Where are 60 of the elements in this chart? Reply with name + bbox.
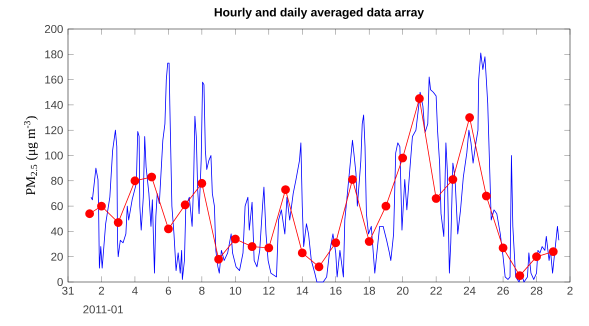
point (331, 238, 340, 248)
point (515, 271, 524, 280)
y-tick-label: 180 (45, 50, 63, 58)
y-tick-label: 80 (51, 176, 63, 185)
point (164, 224, 173, 234)
point (85, 209, 94, 218)
x-tick-label: 18 (364, 286, 376, 295)
x-tick-label: 31 (62, 286, 74, 295)
point (147, 172, 156, 182)
text: 2011-01 (83, 305, 123, 314)
point (415, 94, 424, 103)
point (298, 248, 307, 258)
y-tick-label: 60 (51, 202, 63, 210)
point (130, 176, 140, 186)
x-tick-label: 8 (199, 286, 205, 295)
x-tick-label: 14 (296, 286, 308, 295)
point (180, 200, 190, 210)
x-tick-label: 20 (396, 286, 409, 295)
point (432, 194, 441, 203)
x-tick-label: 22 (430, 286, 442, 295)
point (448, 175, 458, 184)
point (465, 113, 474, 122)
x-tick-label: 2 (98, 286, 104, 295)
y-tick-label: 0 (57, 278, 63, 286)
y-tick-label: 200 (44, 25, 63, 34)
x-tick-label: 16 (330, 286, 342, 295)
point (197, 178, 206, 188)
point (548, 247, 558, 256)
point (364, 237, 374, 246)
y-tick-label: 140 (45, 100, 63, 109)
y-tick-label: 20 (51, 252, 63, 261)
point (532, 252, 541, 262)
x-tick-label: 28 (530, 286, 542, 295)
point (248, 242, 256, 251)
point (230, 234, 240, 244)
point (97, 202, 106, 210)
point (264, 243, 274, 252)
y-tick-label: 40 (50, 227, 63, 236)
point (482, 192, 491, 200)
x-tick-label: 24 (464, 286, 476, 295)
x-tick-label: 12 (263, 286, 275, 295)
x-tick-label: 4 (132, 286, 138, 295)
x-tick-label: 6 (166, 286, 172, 295)
point (348, 175, 357, 184)
point (382, 202, 390, 210)
point (398, 154, 408, 162)
chart-title: Hourly and daily averaged data array (214, 8, 424, 19)
y-tick-label: 100 (45, 152, 63, 160)
point (281, 185, 290, 194)
y-tick-label: 160 (45, 76, 63, 84)
point (498, 243, 508, 252)
point (114, 218, 123, 227)
y-tick-label: 120 (45, 126, 63, 134)
line-series (90, 52, 560, 282)
point (214, 254, 224, 264)
x-tick-label: 26 (497, 286, 509, 295)
x-tick-label: 2 (567, 286, 573, 295)
y-axis-title: PM$_{2.5}$ (μg m$^{-3}$) (24, 116, 38, 196)
x-tick-label: 10 (230, 286, 242, 295)
point (314, 262, 324, 272)
